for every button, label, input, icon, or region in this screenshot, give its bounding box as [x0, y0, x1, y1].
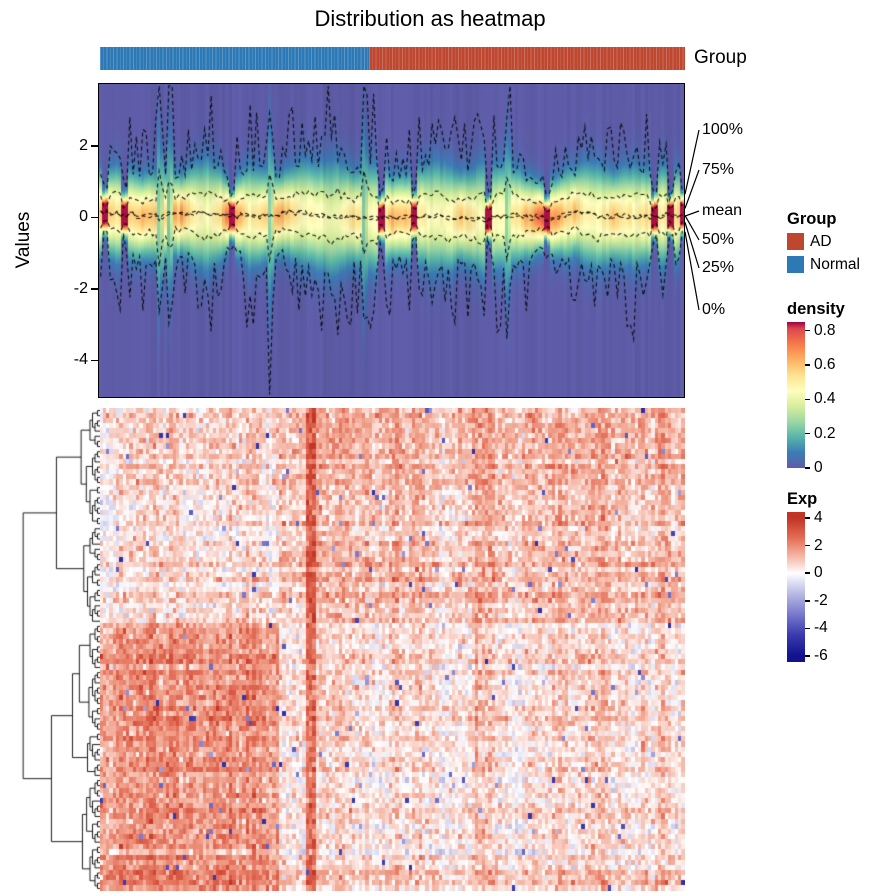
quantile-label: 50% [702, 231, 735, 248]
colorbar-tick-label: 0 [814, 564, 823, 582]
colorbar-tick-label: 0.8 [814, 321, 836, 339]
colorbar-tick-label: -2 [814, 591, 828, 609]
legend-density-title: density [787, 300, 845, 318]
colorbar-tick-mark [805, 329, 810, 332]
y-tick-mark [91, 288, 98, 290]
density-colorbar [787, 322, 805, 468]
y-axis-label: Values [13, 211, 34, 269]
colorbar-tick-mark [805, 517, 810, 519]
colorbar-tick-label: 2 [814, 536, 823, 554]
quantile-connector-line [684, 222, 700, 269]
quantile-label: 100% [702, 121, 743, 138]
group-annotation-bar [100, 47, 685, 70]
colorbar-tick-label: 0.4 [814, 390, 836, 408]
y-tick-label: 2 [79, 136, 88, 154]
expression-heatmap-canvas [100, 408, 685, 891]
y-tick-mark [91, 216, 98, 219]
colorbar-tick-mark [805, 364, 810, 366]
quantile-connector-line [684, 215, 700, 241]
legend-swatch [787, 233, 804, 250]
legend-item-label: AD [810, 233, 832, 250]
colorbar-tick-mark [805, 544, 810, 547]
y-tick-label: -4 [73, 351, 88, 369]
colorbar-tick-mark [805, 432, 810, 435]
colorbar-tick-mark [805, 655, 810, 657]
legend-exp-title: Exp [787, 490, 818, 508]
y-tick-mark [91, 359, 98, 362]
legend-item-normal: Normal [787, 255, 860, 274]
colorbar-tick-mark [805, 467, 810, 469]
group-segment-ad [369, 47, 685, 70]
colorbar-tick-label: 0 [814, 459, 823, 476]
legend-swatch [787, 256, 804, 273]
quantile-connector-line [684, 169, 700, 209]
colorbar-tick-mark [805, 398, 810, 401]
group-bar-label: Group [694, 47, 747, 68]
exp-colorbar [787, 512, 805, 662]
quantile-connectors [684, 129, 700, 311]
colorbar-tick-label: 4 [814, 509, 823, 527]
colorbar-tick-label: 0.6 [814, 355, 836, 373]
legend-item-label: Normal [810, 256, 860, 273]
y-tick-label: -2 [73, 279, 88, 297]
legend-group-title: Group [787, 210, 837, 228]
colorbar-tick-mark [805, 600, 810, 602]
colorbar-tick-label: -4 [814, 619, 828, 637]
colorbar-tick-mark [805, 627, 810, 630]
density-panel [98, 83, 685, 398]
group-segment-normal [100, 47, 370, 70]
y-tick-mark [91, 145, 98, 147]
quantile-label: 0% [702, 301, 726, 318]
chart-title: Distribution as heatmap [314, 6, 546, 31]
quantile-label: 75% [702, 161, 735, 178]
y-tick-label: 0 [79, 208, 88, 226]
row-dendrogram-canvas [6, 408, 100, 891]
colorbar-tick-label: -6 [814, 646, 828, 664]
quantile-connector-line [684, 129, 700, 195]
colorbar-tick-mark [805, 572, 810, 574]
quantile-label: 25% [702, 259, 735, 276]
density-heatmap-canvas [99, 84, 684, 397]
colorbar-tick-label: 0.2 [814, 424, 836, 442]
quantile-connector-line [684, 231, 700, 311]
legend-item-ad: AD [787, 232, 832, 251]
quantile-connector-line [684, 210, 700, 217]
quantile-label: mean [702, 202, 743, 219]
